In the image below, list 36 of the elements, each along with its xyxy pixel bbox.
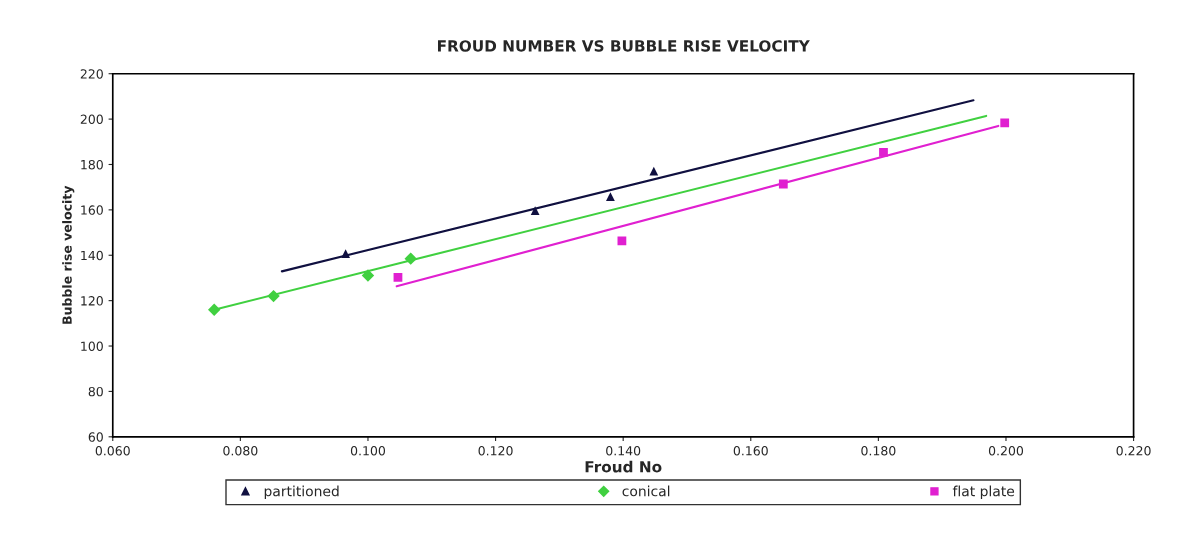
y-tick-label: 180	[81, 159, 103, 170]
y-tick-label: 140	[81, 250, 103, 261]
y-tick-label: 200	[80, 114, 103, 125]
point	[606, 192, 615, 202]
chart-title: FROUD NUMBER VS BUBBLE RISE VELOCITY	[438, 40, 810, 52]
point	[879, 148, 888, 157]
y-tick-label: 100	[81, 341, 103, 351]
y-tick-label: 220	[80, 69, 103, 79]
point	[393, 272, 403, 282]
legend-label: partitioned	[264, 485, 339, 500]
point	[267, 289, 280, 303]
point	[404, 252, 417, 265]
point	[530, 206, 540, 215]
point	[341, 249, 351, 259]
x-tick-label: 0.180	[861, 446, 896, 456]
point	[208, 303, 221, 316]
x-tick-label: 0.100	[350, 446, 386, 456]
point	[778, 179, 788, 189]
legend-label: conical	[622, 485, 670, 497]
x-tick-label: 0.220	[1116, 446, 1151, 456]
y-tick-label: 120	[81, 296, 103, 306]
x-tick-label: 0.120	[478, 446, 513, 456]
y-tick-label: 80	[88, 386, 103, 397]
y-tick-label: 60	[88, 432, 103, 442]
x-tick-label: 0.140	[606, 446, 641, 456]
x-tick-label: 0.200	[988, 446, 1024, 456]
x-tick-label: 0.160	[733, 446, 768, 456]
y-tick-label: 160	[81, 205, 103, 215]
legend-label: flat plate	[952, 485, 1015, 500]
x-tick-label: 0.060	[95, 446, 130, 456]
point	[361, 269, 375, 282]
point	[649, 166, 659, 176]
x-axis-title: Froud No	[585, 460, 662, 473]
y-axis-title: Bubble rise velocity	[62, 185, 75, 324]
point	[1000, 118, 1010, 128]
x-tick-label: 0.080	[223, 446, 258, 456]
